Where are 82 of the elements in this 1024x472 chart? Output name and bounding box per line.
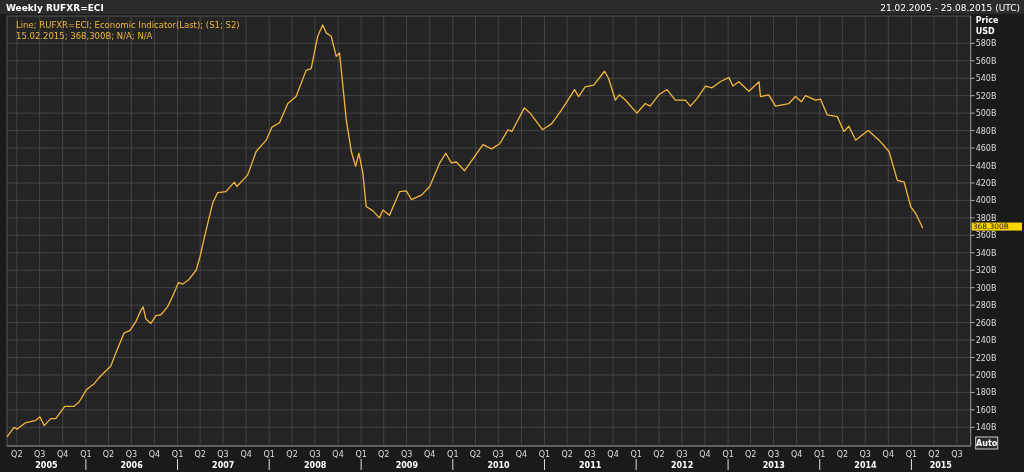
x-tick-label: Q3 bbox=[767, 450, 780, 459]
y-tick-label: 560B bbox=[975, 56, 997, 66]
y-tick-label: 200B bbox=[975, 370, 997, 380]
y-tick-label: 380B bbox=[975, 213, 997, 223]
x-tick-label: Q3 bbox=[492, 450, 504, 459]
x-tick-label: Q3 bbox=[217, 450, 229, 459]
x2-tick-label: 2010 bbox=[487, 461, 511, 470]
x-tick-label: Q4 bbox=[148, 450, 161, 459]
y-tick-label: 180B bbox=[975, 388, 997, 398]
y-axis-title: Price USD bbox=[975, 16, 999, 36]
x2-tick-label: 2009 bbox=[395, 461, 419, 470]
x-tick-label: Q1 bbox=[630, 450, 642, 459]
x-tick-label: Q3 bbox=[309, 450, 321, 459]
x-tick-label: Q4 bbox=[515, 450, 528, 459]
x-tick-label: Q2 bbox=[378, 450, 390, 459]
y-tick-label: 360B bbox=[975, 231, 997, 241]
y-tick-label: 420B bbox=[975, 178, 997, 188]
y-tick-label: 460B bbox=[975, 144, 997, 154]
y-tick-label: 340B bbox=[975, 248, 997, 258]
x-tick-label: Q1 bbox=[263, 450, 275, 459]
x2-tick-label: 2013 bbox=[762, 461, 785, 470]
annotation: Line; RUFXR=ECI; Economic Indicator(Last); (S1; S2) bbox=[16, 20, 240, 30]
y-tick-label: 220B bbox=[975, 353, 997, 363]
x-tick-label: Q1 bbox=[447, 450, 459, 459]
y-tick-label: 140B bbox=[975, 423, 997, 433]
y-tick-label: 480B bbox=[975, 126, 997, 136]
y-tick-label: 300B bbox=[975, 283, 997, 293]
x2-tick-label: 2012 bbox=[670, 461, 694, 470]
x2-tick-label: 2008 bbox=[304, 461, 327, 470]
x-tick-label: Q1 bbox=[722, 450, 734, 459]
x-tick-label: Q2 bbox=[286, 450, 298, 459]
x-tick-label: Q3 bbox=[33, 450, 46, 459]
x2-tick-label: 2007 bbox=[212, 461, 235, 470]
x-tick-label: Q2 bbox=[561, 450, 573, 459]
x-tick-label: Q1 bbox=[538, 450, 551, 459]
y-tick-label: 320B bbox=[975, 266, 997, 276]
x-tick-label: Q2 bbox=[836, 450, 849, 459]
x-tick-label: Q3 bbox=[951, 450, 963, 459]
x-tick-label: Q3 bbox=[584, 450, 596, 459]
y-tick-label: 500B bbox=[975, 109, 997, 119]
x-tick-label: Q4 bbox=[240, 450, 252, 459]
x-tick-label: Q2 bbox=[194, 450, 206, 459]
y-tick-label: 280B bbox=[975, 301, 997, 311]
x-tick-label: Q2 bbox=[653, 450, 665, 459]
x-tick-label: Q1 bbox=[905, 450, 918, 459]
x-tick-label: Q2 bbox=[469, 450, 482, 459]
x-tick-label: Q4 bbox=[424, 450, 436, 459]
x-tick-label: Q4 bbox=[607, 450, 619, 459]
x-tick-label: Q4 bbox=[699, 450, 711, 459]
x2-tick-label: 2011 bbox=[579, 461, 602, 470]
x-tick-label: Q1 bbox=[355, 450, 367, 459]
annotation: 15.02.2015; 368,300B; N/A; N/A bbox=[16, 31, 153, 41]
x2-tick-label: 2006 bbox=[120, 461, 144, 470]
x-tick-label: Q1 bbox=[814, 450, 826, 459]
x-tick-label: Q4 bbox=[57, 450, 69, 459]
x2-tick-label: 2014 bbox=[854, 461, 878, 470]
x-tick-label: Q2 bbox=[928, 450, 940, 459]
x2-tick-label: 2015 bbox=[929, 461, 953, 470]
x-tick-label: Q4 bbox=[882, 450, 895, 459]
chart-subtitle: 21.02.2005 - 25.08.2015 (UTC) bbox=[880, 3, 1020, 13]
x-tick-label: Q2 bbox=[102, 450, 115, 459]
y-tick-label: 440B bbox=[975, 161, 997, 171]
x-tick-label: Q3 bbox=[676, 450, 688, 459]
text: Auto bbox=[976, 438, 998, 448]
y-tick-label: 580B bbox=[975, 39, 997, 49]
x-tick-label: Q3 bbox=[859, 450, 871, 459]
y-tick-label: 540B bbox=[975, 74, 997, 84]
y-tick-label: 160B bbox=[975, 405, 997, 415]
x2-tick-label: 2005 bbox=[35, 461, 58, 470]
chart-title: Weekly RUFXR=ECI bbox=[6, 3, 104, 13]
x-tick-label: Q2 bbox=[744, 450, 757, 459]
y-tick-label: 400B bbox=[975, 196, 997, 206]
x-tick-label: Q1 bbox=[80, 450, 92, 459]
x-tick-label: Q1 bbox=[171, 450, 184, 459]
x-tick-label: Q3 bbox=[400, 450, 413, 459]
x-tick-label: Q4 bbox=[790, 450, 803, 459]
x-tick-label: Q2 bbox=[11, 450, 23, 459]
y-tick-label: 260B bbox=[975, 318, 997, 328]
x-tick-label: Q3 bbox=[125, 450, 138, 459]
y-tick-label: 240B bbox=[975, 336, 997, 346]
y-tick-label: 520B bbox=[975, 91, 997, 101]
x-tick-label: Q4 bbox=[332, 450, 344, 459]
